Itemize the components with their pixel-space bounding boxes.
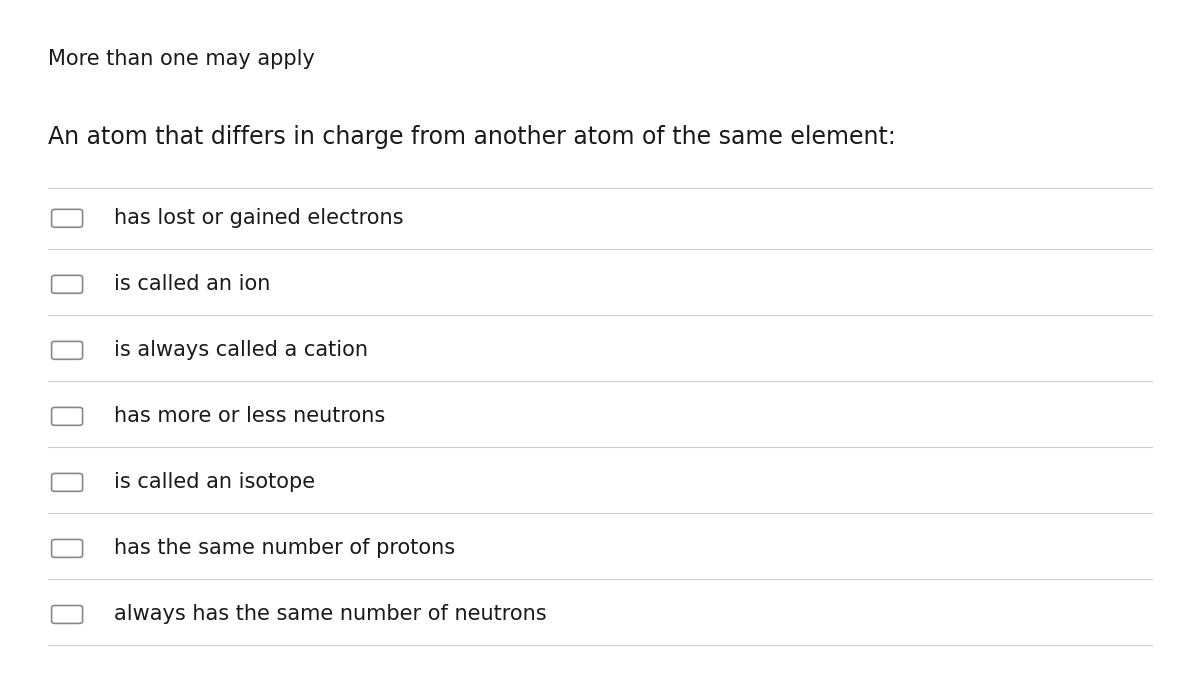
FancyBboxPatch shape (52, 275, 83, 293)
Text: has lost or gained electrons: has lost or gained electrons (114, 208, 403, 227)
Text: has the same number of protons: has the same number of protons (114, 538, 455, 557)
Text: is always called a cation: is always called a cation (114, 340, 368, 359)
FancyBboxPatch shape (52, 407, 83, 425)
Text: An atom that differs in charge from another atom of the same element:: An atom that differs in charge from anot… (48, 125, 895, 149)
Text: More than one may apply: More than one may apply (48, 49, 314, 69)
Text: has more or less neutrons: has more or less neutrons (114, 406, 385, 425)
FancyBboxPatch shape (52, 605, 83, 623)
FancyBboxPatch shape (52, 209, 83, 227)
FancyBboxPatch shape (52, 473, 83, 491)
FancyBboxPatch shape (52, 539, 83, 557)
Text: is called an isotope: is called an isotope (114, 472, 316, 491)
Text: is called an ion: is called an ion (114, 274, 270, 293)
FancyBboxPatch shape (52, 341, 83, 359)
Text: always has the same number of neutrons: always has the same number of neutrons (114, 604, 547, 623)
